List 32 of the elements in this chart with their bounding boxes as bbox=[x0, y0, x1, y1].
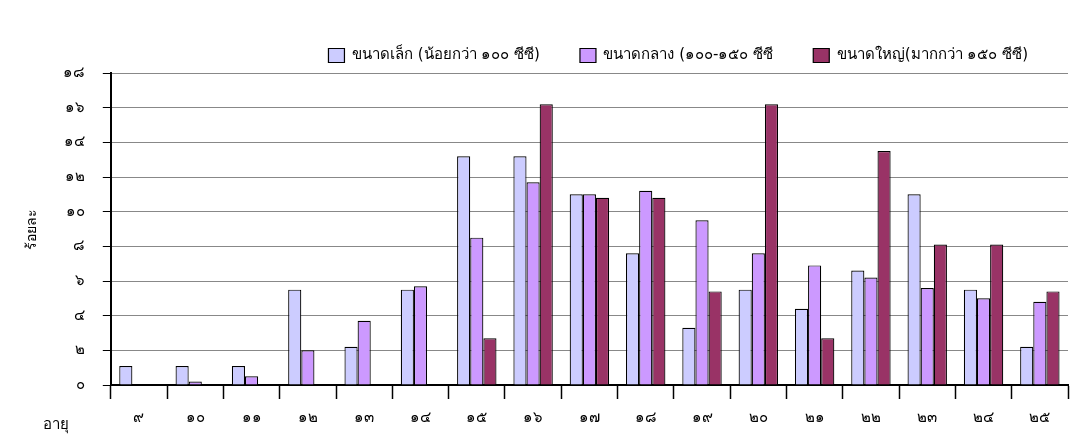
y-tick-label: ๑๘ bbox=[62, 62, 85, 81]
x-tick-label: ๑๒ bbox=[297, 407, 318, 426]
x-axis-title: อายุ bbox=[42, 414, 69, 434]
x-tick-label: ๑๗ bbox=[578, 407, 600, 426]
x-tick-label: ๑๑ bbox=[241, 407, 262, 426]
x-tick-label: ๒๒ bbox=[860, 407, 881, 426]
legend-label: ขนาดกลาง (๑๐๐-๑๕๐ ซีซี bbox=[603, 45, 774, 64]
x-tick-label: ๒๑ bbox=[804, 407, 825, 426]
x-tick-label: ๑๘ bbox=[634, 407, 657, 426]
x-tick-label: ๑๔ bbox=[409, 407, 431, 426]
x-tick-label: ๒๕ bbox=[1029, 407, 1051, 426]
y-tick-label: ๘ bbox=[72, 236, 85, 255]
x-tick-label: ๒๐ bbox=[748, 407, 768, 426]
y-tick-label: ๔ bbox=[73, 305, 85, 324]
x-tick-label: ๑๐ bbox=[185, 407, 205, 426]
legend-label: ขนาดใหญ่(มากกว่า ๑๕๐ ซีซี) bbox=[836, 45, 1029, 64]
y-tick-label: ๑๐ bbox=[65, 201, 85, 220]
legend-label: ขนาดเล็ก (น้อยกว่า ๑๐๐ ซีซี) bbox=[351, 44, 540, 64]
x-tick-label: ๒๔ bbox=[973, 407, 995, 426]
y-tick-label: ๑๒ bbox=[64, 166, 85, 185]
x-tick-label: ๙ bbox=[133, 407, 145, 426]
x-tick-label: ๑๙ bbox=[691, 407, 713, 426]
x-tick-label: ๒๓ bbox=[917, 407, 938, 426]
x-tick-label: ๑๕ bbox=[466, 407, 488, 426]
x-tick-label: ๑๖ bbox=[523, 407, 544, 426]
y-tick-label: ๑๔ bbox=[63, 132, 85, 151]
y-tick-label: ๑๖ bbox=[64, 97, 85, 116]
y-tick-label: ๐ bbox=[75, 374, 85, 393]
y-tick-label: ๖ bbox=[74, 270, 85, 289]
x-tick-label: ๑๓ bbox=[354, 407, 375, 426]
y-tick-label: ๒ bbox=[74, 340, 85, 359]
y-axis-title: ร้อยละ bbox=[23, 208, 40, 250]
